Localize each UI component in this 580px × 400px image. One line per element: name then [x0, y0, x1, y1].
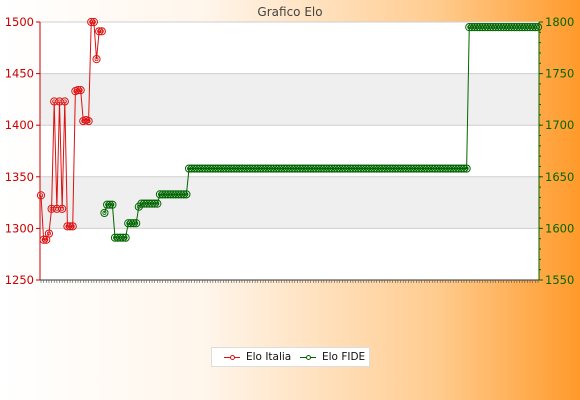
data-point-inner — [44, 237, 49, 242]
data-point — [121, 233, 130, 242]
legend: Elo Italia Elo FIDE — [211, 347, 370, 367]
legend-label-elo-italia: Elo Italia — [246, 351, 292, 363]
data-point-inner — [99, 29, 104, 34]
y-tick-label-left: 1450 — [5, 67, 34, 81]
chart-title: Grafico Elo — [257, 5, 322, 19]
data-point — [60, 97, 69, 106]
data-point-inner — [120, 235, 125, 240]
data-point-inner — [91, 19, 96, 24]
y-tick-label-left: 1350 — [5, 170, 34, 184]
data-point-inner — [68, 224, 73, 229]
data-point — [105, 200, 114, 209]
y-tick-label-right: 1650 — [545, 170, 574, 184]
y-tick-label-left: 1500 — [5, 15, 34, 29]
data-point-inner — [536, 25, 541, 30]
data-point-inner — [184, 192, 189, 197]
data-point — [533, 23, 543, 32]
data-point-inner — [533, 25, 538, 30]
data-point — [462, 164, 471, 173]
y-tick-label-left: 1250 — [5, 273, 34, 287]
y-tick-label-right: 1600 — [545, 221, 574, 235]
data-point-inner — [94, 57, 99, 62]
data-point — [129, 219, 138, 228]
data-point-inner — [181, 192, 186, 197]
y-tick-label-right: 1550 — [545, 273, 574, 287]
data-point — [68, 222, 77, 231]
data-point — [84, 116, 93, 126]
data-point-inner — [131, 221, 136, 226]
series — [36, 17, 543, 244]
data-point — [44, 229, 54, 238]
data-point-inner — [39, 193, 44, 198]
legend-label-elo-fide: Elo FIDE — [322, 351, 366, 363]
data-point-inner — [152, 201, 157, 206]
data-point-inner — [464, 166, 469, 171]
data-point — [179, 190, 188, 199]
data-point — [132, 219, 141, 228]
y-tick-label-left: 1300 — [5, 221, 34, 235]
data-point — [87, 17, 96, 27]
data-point-inner — [97, 29, 102, 34]
data-point-inner — [76, 88, 81, 93]
legend-marker-elo-fide — [300, 354, 316, 360]
legend-item-elo-fide: Elo FIDE — [300, 351, 365, 363]
data-point-inner — [155, 201, 160, 206]
data-point-inner — [123, 235, 128, 240]
data-point — [459, 164, 469, 173]
data-point — [150, 199, 159, 208]
data-point — [58, 204, 67, 213]
data-point-inner — [46, 231, 51, 236]
data-point — [39, 235, 48, 244]
data-point — [92, 55, 101, 64]
data-point-inner — [102, 210, 107, 215]
data-point-inner — [89, 19, 94, 24]
legend-item-elo-italia: Elo Italia — [224, 351, 291, 363]
y-tick-label-right: 1800 — [545, 15, 574, 29]
data-point-inner — [134, 221, 139, 226]
data-point — [89, 17, 98, 27]
grid-band — [40, 176, 539, 229]
grid — [40, 21, 539, 281]
data-point — [76, 86, 85, 95]
axes: 1250 1300 1350 1400 1450 1500 1550 1600 1650 1700… — [5, 15, 575, 287]
data-point — [73, 86, 83, 95]
data-point — [65, 222, 75, 231]
data-point-inner — [41, 237, 46, 242]
legend-marker-elo-italia — [224, 354, 240, 360]
data-point — [108, 200, 117, 209]
y-tick-label-right: 1700 — [545, 118, 574, 132]
data-point-inner — [461, 166, 466, 171]
data-point-inner — [110, 202, 115, 207]
y-tick-label-left: 1400 — [5, 118, 34, 132]
data-point — [531, 23, 540, 32]
data-point-inner — [70, 224, 75, 229]
data-point — [36, 191, 46, 200]
plot-area — [40, 22, 539, 280]
data-point-inner — [62, 99, 67, 104]
data-point — [182, 190, 191, 199]
grid-band — [40, 73, 539, 126]
data-point — [97, 27, 106, 36]
y-tick-label-right: 1750 — [545, 67, 574, 81]
data-point — [153, 199, 162, 208]
data-point — [118, 233, 128, 242]
data-point — [95, 27, 104, 36]
data-point-inner — [107, 202, 112, 207]
data-point-inner — [78, 88, 83, 93]
data-point — [100, 208, 109, 218]
data-point-inner — [60, 206, 65, 211]
data-point-inner — [86, 119, 91, 124]
